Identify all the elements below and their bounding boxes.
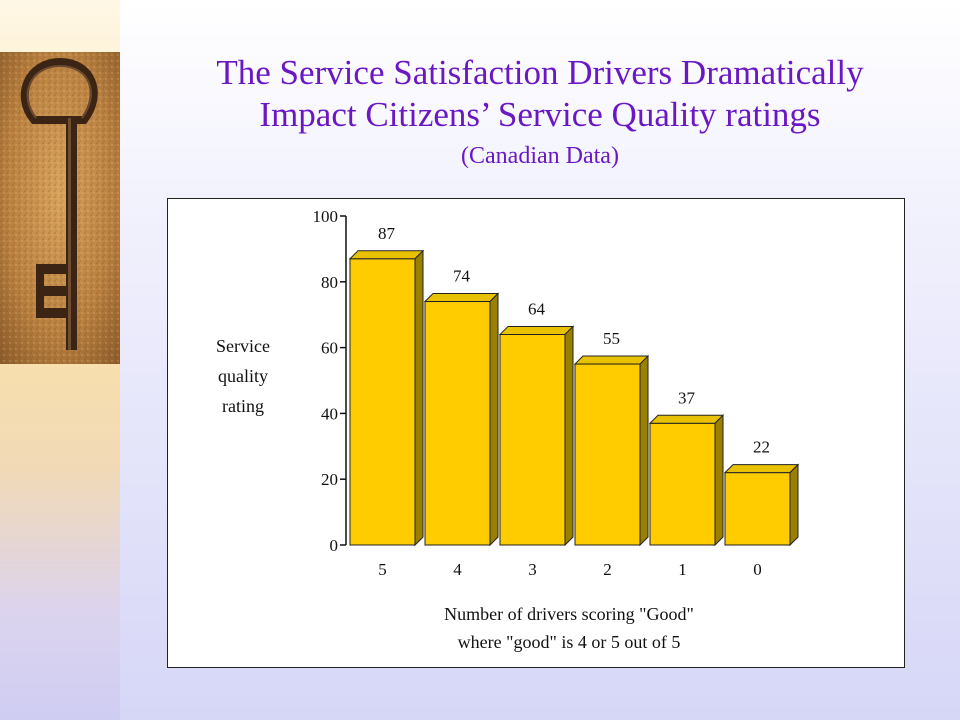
bar-front bbox=[649, 422, 716, 546]
y-tick-label: 20 bbox=[321, 470, 338, 489]
y-axis-title-line: quality bbox=[218, 366, 268, 386]
x-axis-title-line: Number of drivers scoring "Good" bbox=[444, 604, 694, 624]
y-tick-label: 80 bbox=[321, 273, 338, 292]
x-axis-title: Number of drivers scoring "Good" where "g… bbox=[444, 604, 694, 652]
bar-value-label: 87 bbox=[378, 224, 396, 243]
y-axis: 0 20 40 60 80 100 bbox=[313, 207, 347, 555]
slide-title-line-2: Impact Citizens’ Service Quality ratings bbox=[259, 95, 821, 134]
bar-side bbox=[414, 249, 424, 547]
key-photo-image bbox=[0, 52, 120, 364]
bar-top bbox=[723, 464, 800, 474]
y-axis-title: Service quality rating bbox=[216, 336, 270, 416]
bar-top bbox=[348, 250, 425, 260]
x-tick-label: 1 bbox=[678, 560, 687, 579]
bar-value-label: 22 bbox=[753, 438, 770, 457]
bar-value-label: 74 bbox=[453, 267, 471, 286]
y-tick-label: 0 bbox=[330, 536, 339, 555]
bar-side bbox=[489, 292, 499, 547]
bar: 55 bbox=[573, 329, 650, 547]
bar-value-label: 64 bbox=[528, 299, 546, 318]
bar-front bbox=[349, 258, 416, 546]
bar-top bbox=[423, 293, 500, 303]
slide-subtitle: (Canadian Data) bbox=[461, 143, 619, 169]
bar: 87 bbox=[348, 224, 425, 547]
bar-value-label: 55 bbox=[603, 329, 620, 348]
bar-front bbox=[499, 333, 566, 546]
y-tick-label: 60 bbox=[321, 339, 338, 358]
bar-top bbox=[498, 325, 575, 335]
y-tick-label: 100 bbox=[313, 207, 339, 226]
bar-value-label: 37 bbox=[678, 388, 696, 407]
y-axis-title-line: Service bbox=[216, 336, 270, 356]
y-tick-label: 40 bbox=[321, 404, 338, 423]
slide-title-block: The Service Satisfaction Drivers Dramati… bbox=[120, 52, 960, 172]
bar: 64 bbox=[498, 299, 575, 547]
bar-front bbox=[724, 472, 791, 546]
y-axis-title-line: rating bbox=[222, 396, 264, 416]
bar-front bbox=[424, 301, 491, 546]
bar-side bbox=[564, 325, 574, 547]
x-tick-label: 3 bbox=[528, 560, 537, 579]
bar-side bbox=[714, 414, 724, 547]
bar: 37 bbox=[648, 388, 725, 547]
bar-side bbox=[639, 354, 649, 547]
bar-front bbox=[574, 363, 641, 546]
bar-top bbox=[573, 355, 650, 365]
x-axis: 5 4 3 2 1 0 bbox=[378, 560, 762, 579]
slide-title-line-1: The Service Satisfaction Drivers Dramati… bbox=[216, 53, 864, 92]
x-axis-title-line: where "good" is 4 or 5 out of 5 bbox=[458, 632, 681, 652]
bar: 74 bbox=[423, 267, 500, 547]
x-tick-label: 4 bbox=[453, 560, 462, 579]
bar-top bbox=[648, 414, 725, 424]
x-tick-label: 0 bbox=[753, 560, 762, 579]
x-tick-label: 2 bbox=[603, 560, 612, 579]
bar: 22 bbox=[723, 438, 800, 547]
x-tick-label: 5 bbox=[378, 560, 387, 579]
bar-side bbox=[789, 463, 799, 547]
bar-series: 87 74 64 55 37 22 bbox=[348, 224, 800, 547]
chart-frame: Service quality rating 0 20 40 60 80 100 87 74 64… bbox=[167, 198, 905, 668]
